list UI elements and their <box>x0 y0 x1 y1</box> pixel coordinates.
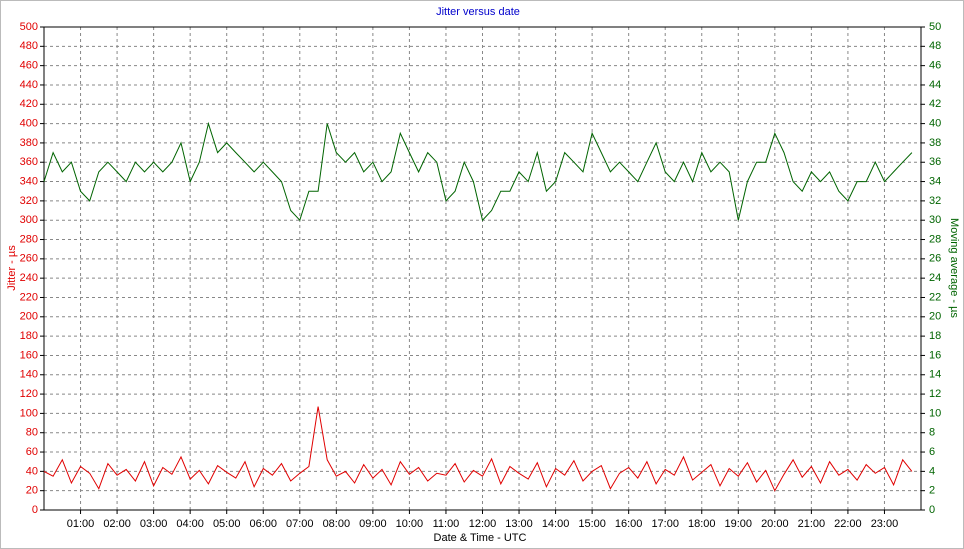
y-tick-label: 60 <box>26 446 38 458</box>
y-tick-label: 260 <box>20 253 38 265</box>
x-tick-label: 23:00 <box>871 518 899 530</box>
y2-tick-label: 40 <box>929 118 941 130</box>
y-axis-label: Jitter - µs <box>6 245 18 291</box>
y2-tick-label: 26 <box>929 253 941 265</box>
y-tick-label: 460 <box>20 60 38 72</box>
y2-tick-label: 50 <box>929 21 941 33</box>
y2-tick-label: 0 <box>929 504 935 516</box>
chart-title: Jitter versus date <box>436 6 520 18</box>
y2-tick-label: 4 <box>929 465 935 477</box>
y2-tick-label: 34 <box>929 175 941 187</box>
x-tick-label: 16:00 <box>615 518 643 530</box>
y2-tick-label: 6 <box>929 446 935 458</box>
series-line <box>43 121 913 222</box>
x-tick-label: 15:00 <box>578 518 606 530</box>
x-tick-label: 02:00 <box>103 518 131 530</box>
x-tick-label: 12:00 <box>469 518 497 530</box>
x-tick-label: 04:00 <box>176 518 204 530</box>
y-tick-label: 140 <box>20 369 38 381</box>
y-tick-label: 80 <box>26 427 38 439</box>
y2-tick-label: 44 <box>929 79 941 91</box>
y-tick-label: 160 <box>20 349 38 361</box>
y-tick-label: 100 <box>20 407 38 419</box>
y2-tick-label: 16 <box>929 349 941 361</box>
x-tick-label: 14:00 <box>542 518 570 530</box>
y-tick-label: 380 <box>20 137 38 149</box>
y2-tick-label: 14 <box>929 369 941 381</box>
y-tick-label: 360 <box>20 156 38 168</box>
y-tick-label: 20 <box>26 485 38 497</box>
y2-tick-label: 12 <box>929 388 941 400</box>
y-tick-label: 40 <box>26 465 38 477</box>
x-tick-label: 13:00 <box>505 518 533 530</box>
y2-tick-label: 32 <box>929 195 941 207</box>
y2-tick-label: 28 <box>929 233 941 245</box>
x-tick-label: 19:00 <box>725 518 753 530</box>
y-tick-label: 200 <box>20 311 38 323</box>
x-tick-label: 06:00 <box>249 518 277 530</box>
y2-tick-label: 2 <box>929 485 935 497</box>
y-tick-label: 400 <box>20 118 38 130</box>
y-tick-label: 440 <box>20 79 38 91</box>
x-axis-label: Date & Time - UTC <box>434 532 527 544</box>
x-tick-label: 10:00 <box>396 518 424 530</box>
y-tick-label: 300 <box>20 214 38 226</box>
y2-tick-label: 48 <box>929 40 941 52</box>
x-tick-label: 22:00 <box>834 518 862 530</box>
y2-tick-label: 38 <box>929 137 941 149</box>
x-tick-label: 17:00 <box>651 518 679 530</box>
y-tick-label: 420 <box>20 98 38 110</box>
y2-axis-label: Moving average - µs <box>948 218 960 318</box>
y-tick-label: 120 <box>20 388 38 400</box>
x-tick-label: 01:00 <box>67 518 95 530</box>
y2-tick-label: 30 <box>929 214 941 226</box>
y2-tick-label: 10 <box>929 407 941 419</box>
y2-tick-label: 46 <box>929 60 941 72</box>
x-tick-label: 09:00 <box>359 518 387 530</box>
series-line <box>43 406 913 492</box>
x-tick-label: 08:00 <box>323 518 351 530</box>
y-tick-label: 480 <box>20 40 38 52</box>
y2-tick-label: 24 <box>929 272 941 284</box>
y-tick-label: 180 <box>20 330 38 342</box>
y2-tick-label: 20 <box>929 311 941 323</box>
x-tick-label: 20:00 <box>761 518 789 530</box>
y2-tick-label: 22 <box>929 291 941 303</box>
y2-tick-label: 42 <box>929 98 941 110</box>
y-tick-label: 320 <box>20 195 38 207</box>
y-tick-label: 500 <box>20 21 38 33</box>
x-tick-label: 07:00 <box>286 518 314 530</box>
y2-tick-label: 8 <box>929 427 935 439</box>
x-tick-label: 03:00 <box>140 518 168 530</box>
y2-tick-label: 18 <box>929 330 941 342</box>
x-tick-label: 21:00 <box>798 518 826 530</box>
y2-tick-label: 36 <box>929 156 941 168</box>
x-tick-label: 18:00 <box>688 518 716 530</box>
x-tick-label: 11:00 <box>433 518 460 530</box>
plot-border <box>43 26 922 511</box>
y-tick-label: 0 <box>32 504 38 516</box>
y-tick-label: 220 <box>20 291 38 303</box>
y-tick-label: 280 <box>20 233 38 245</box>
x-tick-label: 05:00 <box>213 518 241 530</box>
y-tick-label: 340 <box>20 175 38 187</box>
y-tick-label: 240 <box>20 272 38 284</box>
